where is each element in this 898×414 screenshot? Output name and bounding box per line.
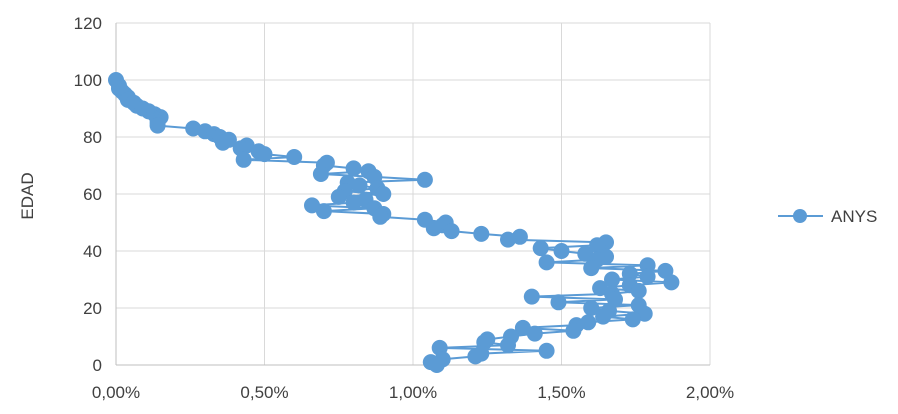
data-point (514, 319, 531, 336)
y-axis-title: EDAD (18, 172, 37, 219)
y-tick-label: 20 (83, 299, 102, 318)
data-point (416, 171, 433, 188)
x-tick-label: 1,50% (537, 383, 585, 402)
data-point (473, 225, 490, 242)
y-tick-label: 80 (83, 128, 102, 147)
x-tick-label: 0,00% (92, 383, 140, 402)
tick-labels: 0 20 40 60 80 100 120 0,00% 0,50% 1,00% 1,50% 2,00% (74, 14, 734, 402)
y-tick-label: 60 (83, 185, 102, 204)
data-point (256, 146, 273, 163)
data-point (500, 231, 516, 248)
data-point (577, 245, 594, 262)
data-point (526, 325, 543, 342)
data-point (663, 274, 680, 291)
data-point (553, 243, 570, 259)
data-point (583, 300, 600, 316)
x-tick-label: 0,50% (240, 383, 288, 402)
data-point (425, 220, 442, 237)
data-point (443, 223, 460, 240)
data-point (624, 311, 641, 328)
legend-label: ANYS (831, 207, 877, 226)
x-tick-label: 2,00% (686, 383, 734, 402)
data-point (565, 322, 582, 339)
data-point (304, 197, 320, 214)
legend: ANYS (778, 207, 877, 226)
data-point (500, 337, 516, 354)
data-point (639, 268, 656, 285)
data-point (428, 357, 445, 373)
data-point (345, 160, 362, 177)
data-point (312, 166, 329, 182)
y-tick-label: 120 (74, 14, 102, 33)
data-point (583, 260, 600, 277)
data-point (621, 265, 638, 282)
data-point (345, 194, 362, 211)
data-point (636, 305, 653, 322)
legend-marker (793, 209, 807, 223)
data-point (592, 280, 609, 297)
data-point (214, 134, 231, 151)
data-point (235, 151, 252, 168)
series-ANYS (108, 72, 680, 373)
x-tick-label: 1,00% (389, 383, 437, 402)
data-point (604, 271, 620, 288)
data-point (372, 208, 389, 225)
data-point (630, 282, 647, 299)
data-point (149, 117, 166, 134)
data-point (532, 240, 549, 257)
data-point (595, 308, 612, 325)
y-tick-label: 100 (74, 71, 102, 90)
data-point (550, 294, 567, 311)
data-point (639, 257, 656, 274)
gridlines (115, 22, 711, 366)
data-point (375, 186, 392, 202)
data-point (351, 177, 368, 194)
data-point (589, 237, 606, 254)
y-tick-label: 0 (93, 356, 102, 375)
y-tick-label: 40 (83, 242, 102, 261)
data-point (538, 342, 555, 359)
data-point (467, 348, 484, 365)
data-point (523, 288, 540, 305)
data-point (330, 188, 347, 205)
data-point (286, 149, 303, 165)
data-point (538, 254, 555, 271)
data-point (315, 203, 332, 220)
